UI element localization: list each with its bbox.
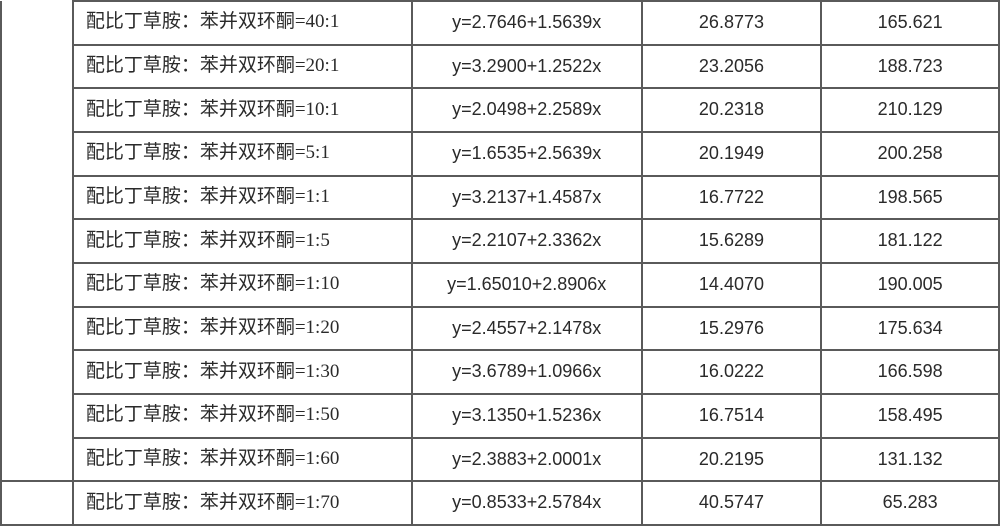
table-row: 配比丁草胺：苯并双环酮=1:10 y=1.65010+2.8906x 14.40… bbox=[1, 263, 999, 307]
value1-cell: 16.7722 bbox=[642, 176, 822, 220]
ratio-cell: 配比丁草胺：苯并双环酮=1:50 bbox=[73, 394, 412, 438]
table-row: 配比丁草胺：苯并双环酮=1:1 y=3.2137+1.4587x 16.7722… bbox=[1, 176, 999, 220]
table-row: 配比丁草胺：苯并双环酮=1:60 y=2.3883+2.0001x 20.219… bbox=[1, 438, 999, 482]
equation-cell: y=2.0498+2.2589x bbox=[412, 88, 642, 132]
ratio-cell: 配比丁草胺：苯并双环酮=5:1 bbox=[73, 132, 412, 176]
equation-cell: y=3.1350+1.5236x bbox=[412, 394, 642, 438]
equation-cell: y=3.2900+1.2522x bbox=[412, 45, 642, 89]
table-row: 配比丁草胺：苯并双环酮=1:5 y=2.2107+2.3362x 15.6289… bbox=[1, 219, 999, 263]
ratio-cell: 配比丁草胺：苯并双环酮=1:10 bbox=[73, 263, 412, 307]
table-row: 配比丁草胺：苯并双环酮=1:30 y=3.6789+1.0966x 16.022… bbox=[1, 350, 999, 394]
group-spacer-cell bbox=[1, 1, 73, 481]
table-row: 配比丁草胺：苯并双环酮=1:50 y=3.1350+1.5236x 16.751… bbox=[1, 394, 999, 438]
value1-cell: 14.4070 bbox=[642, 263, 822, 307]
equation-cell: y=1.6535+2.5639x bbox=[412, 132, 642, 176]
value1-cell: 20.2195 bbox=[642, 438, 822, 482]
equation-cell: y=3.2137+1.4587x bbox=[412, 176, 642, 220]
value2-cell: 200.258 bbox=[821, 132, 999, 176]
value2-cell: 65.283 bbox=[821, 481, 999, 525]
value1-cell: 15.2976 bbox=[642, 307, 822, 351]
equation-cell: y=2.3883+2.0001x bbox=[412, 438, 642, 482]
equation-cell: y=1.65010+2.8906x bbox=[412, 263, 642, 307]
value2-cell: 181.122 bbox=[821, 219, 999, 263]
table-row: 配比丁草胺：苯并双环酮=20:1 y=3.2900+1.2522x 23.205… bbox=[1, 45, 999, 89]
ratio-cell: 配比丁草胺：苯并双环酮=1:30 bbox=[73, 350, 412, 394]
table-row: 配比丁草胺：苯并双环酮=10:1 y=2.0498+2.2589x 20.231… bbox=[1, 88, 999, 132]
value2-cell: 198.565 bbox=[821, 176, 999, 220]
value1-cell: 16.7514 bbox=[642, 394, 822, 438]
equation-cell: y=2.4557+2.1478x bbox=[412, 307, 642, 351]
ratio-cell: 配比丁草胺：苯并双环酮=1:1 bbox=[73, 176, 412, 220]
data-table: 配比丁草胺：苯并双环酮=40:1 y=2.7646+1.5639x 26.877… bbox=[0, 0, 1000, 526]
table-row: 配比丁草胺：苯并双环酮=1:20 y=2.4557+2.1478x 15.297… bbox=[1, 307, 999, 351]
ratio-cell: 配比丁草胺：苯并双环酮=10:1 bbox=[73, 88, 412, 132]
value1-cell: 20.2318 bbox=[642, 88, 822, 132]
value2-cell: 158.495 bbox=[821, 394, 999, 438]
ratio-cell: 配比丁草胺：苯并双环酮=1:5 bbox=[73, 219, 412, 263]
equation-cell: y=2.7646+1.5639x bbox=[412, 1, 642, 45]
ratio-cell: 配比丁草胺：苯并双环酮=1:20 bbox=[73, 307, 412, 351]
value2-cell: 210.129 bbox=[821, 88, 999, 132]
table-row: 配比丁草胺：苯并双环酮=5:1 y=1.6535+2.5639x 20.1949… bbox=[1, 132, 999, 176]
table-body: 配比丁草胺：苯并双环酮=40:1 y=2.7646+1.5639x 26.877… bbox=[1, 1, 999, 525]
equation-cell: y=3.6789+1.0966x bbox=[412, 350, 642, 394]
ratio-cell: 配比丁草胺：苯并双环酮=20:1 bbox=[73, 45, 412, 89]
ratio-cell: 配比丁草胺：苯并双环酮=1:60 bbox=[73, 438, 412, 482]
value1-cell: 16.0222 bbox=[642, 350, 822, 394]
value1-cell: 40.5747 bbox=[642, 481, 822, 525]
value2-cell: 131.132 bbox=[821, 438, 999, 482]
value1-cell: 20.1949 bbox=[642, 132, 822, 176]
table-row: 配比丁草胺：苯并双环酮=1:70 y=0.8533+2.5784x 40.574… bbox=[1, 481, 999, 525]
value2-cell: 166.598 bbox=[821, 350, 999, 394]
group-spacer-cell bbox=[1, 481, 73, 525]
value2-cell: 188.723 bbox=[821, 45, 999, 89]
value1-cell: 15.6289 bbox=[642, 219, 822, 263]
value2-cell: 175.634 bbox=[821, 307, 999, 351]
ratio-cell: 配比丁草胺：苯并双环酮=1:70 bbox=[73, 481, 412, 525]
table-row: 配比丁草胺：苯并双环酮=40:1 y=2.7646+1.5639x 26.877… bbox=[1, 1, 999, 45]
value2-cell: 190.005 bbox=[821, 263, 999, 307]
ratio-cell: 配比丁草胺：苯并双环酮=40:1 bbox=[73, 1, 412, 45]
equation-cell: y=0.8533+2.5784x bbox=[412, 481, 642, 525]
value1-cell: 26.8773 bbox=[642, 1, 822, 45]
value1-cell: 23.2056 bbox=[642, 45, 822, 89]
equation-cell: y=2.2107+2.3362x bbox=[412, 219, 642, 263]
page: 配比丁草胺：苯并双环酮=40:1 y=2.7646+1.5639x 26.877… bbox=[0, 0, 1000, 526]
value2-cell: 165.621 bbox=[821, 1, 999, 45]
